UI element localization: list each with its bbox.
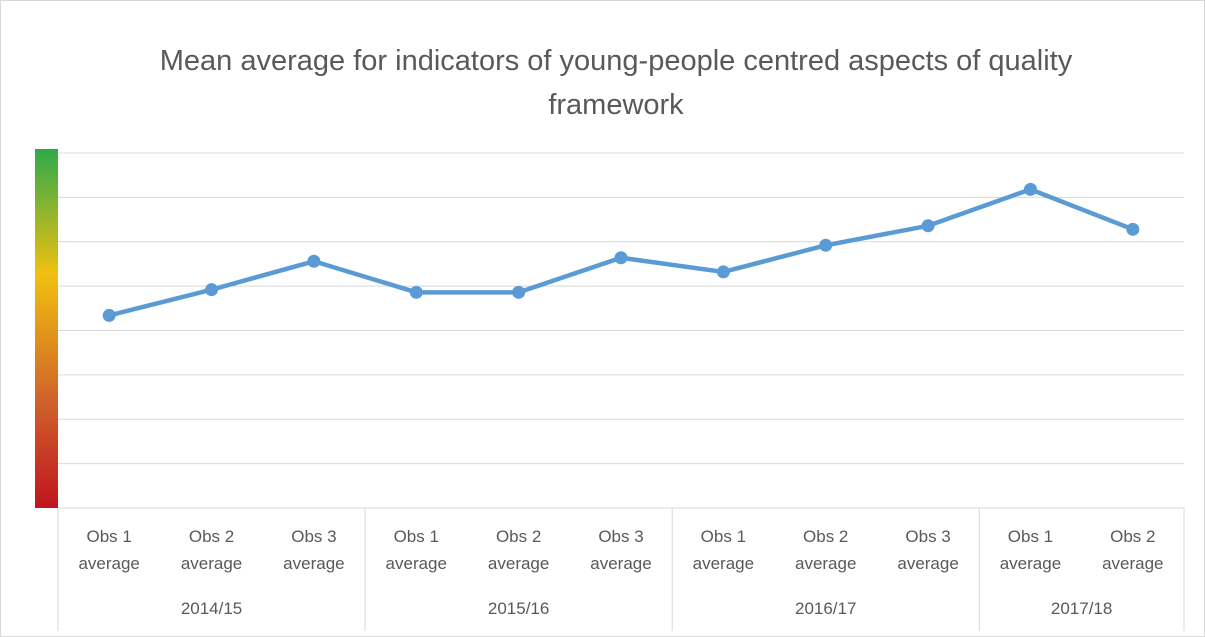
data-point: [614, 251, 628, 265]
data-point: [205, 283, 219, 297]
x-tick-label: Obs 2 average: [1102, 527, 1164, 573]
data-point: [1023, 182, 1037, 196]
group-label: 2015/16: [487, 599, 550, 618]
data-point: [409, 285, 423, 299]
x-tick-label: Obs 2 average: [180, 527, 243, 573]
group-label: 2016/17: [794, 599, 857, 618]
x-tick-label: Obs 1 average: [999, 527, 1062, 573]
x-tick-label: Obs 2 average: [794, 527, 857, 573]
group-label: 2017/18: [1050, 599, 1113, 618]
x-tick-label: Obs 2 average: [487, 527, 550, 573]
x-tick-label: Obs 3 average: [897, 527, 959, 573]
x-tick-label: Obs 1 average: [385, 527, 447, 573]
data-point: [716, 265, 730, 279]
x-tick-label: Obs 1 average: [78, 527, 140, 573]
data-point: [819, 238, 833, 252]
x-tick-label: Obs 3 average: [590, 527, 652, 573]
data-point: [512, 285, 526, 299]
x-tick-label: Obs 1 average: [692, 527, 755, 573]
data-point: [921, 219, 935, 233]
chart-title: Mean average for indicators of young-peo…: [159, 45, 1073, 121]
group-label: 2014/15: [180, 599, 243, 618]
data-point: [102, 308, 116, 322]
rating-scale-bar: [35, 149, 58, 508]
x-tick-label: Obs 3 average: [283, 527, 345, 573]
data-point: [307, 254, 321, 268]
data-point: [1126, 222, 1140, 236]
